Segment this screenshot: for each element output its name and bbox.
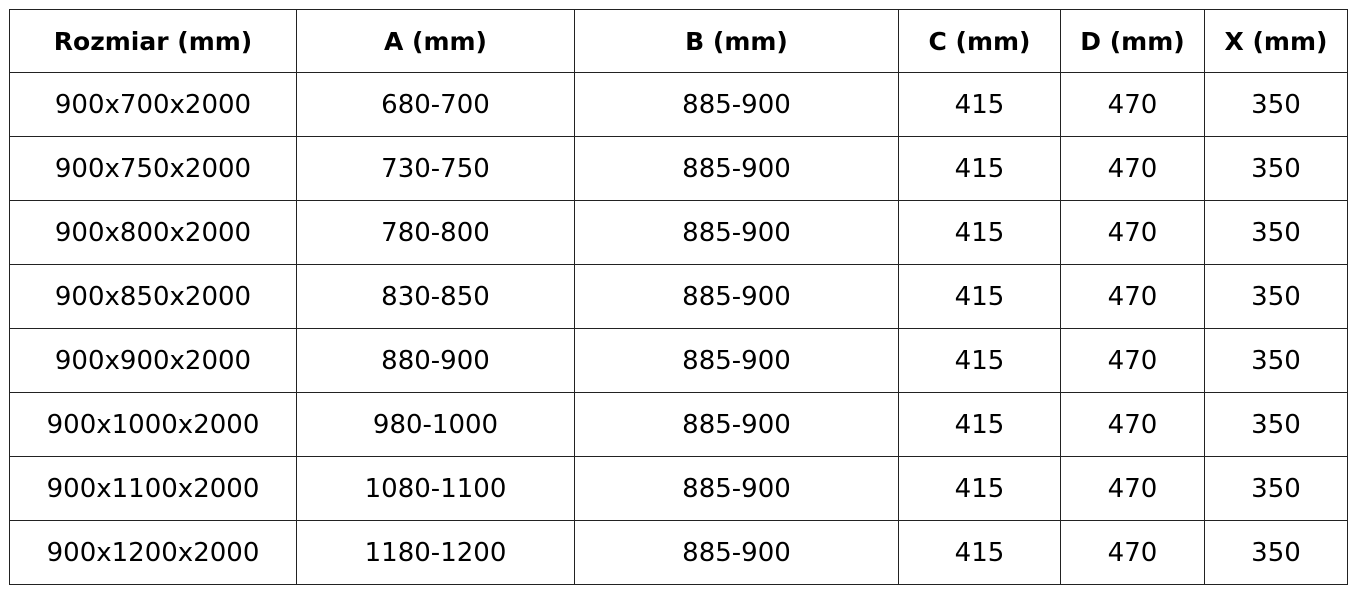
table-cell: 350 [1204, 200, 1348, 265]
table-row: 900x750x2000 730-750 885-900 415 470 350 [9, 136, 1348, 201]
table-cell: 900x700x2000 [9, 72, 297, 137]
table-cell: 350 [1204, 264, 1348, 329]
table-cell: 1080-1100 [296, 456, 575, 521]
table-cell: 350 [1204, 456, 1348, 521]
table-cell: 350 [1204, 520, 1348, 585]
table-cell: 470 [1060, 136, 1205, 201]
table-cell: 350 [1204, 72, 1348, 137]
table-cell: 415 [898, 520, 1061, 585]
table-cell: 415 [898, 392, 1061, 457]
table-cell: 415 [898, 200, 1061, 265]
table-cell: 900x900x2000 [9, 328, 297, 393]
table-cell: 415 [898, 264, 1061, 329]
table-cell: 885-900 [574, 264, 899, 329]
table-cell: 350 [1204, 328, 1348, 393]
table-cell: 470 [1060, 328, 1205, 393]
header-cell: A (mm) [296, 9, 575, 73]
header-row: Rozmiar (mm) A (mm) B (mm) C (mm) D (mm) X (m… [9, 9, 1348, 73]
table-cell: 900x850x2000 [9, 264, 297, 329]
header-cell: B (mm) [574, 9, 899, 73]
table-row: 900x900x2000 880-900 885-900 415 470 350 [9, 328, 1348, 393]
table-cell: 885-900 [574, 328, 899, 393]
table-cell: 1180-1200 [296, 520, 575, 585]
dimension-table: Rozmiar (mm) A (mm) B (mm) C (mm) D (mm) X (m… [9, 9, 1348, 585]
table-row: 900x1000x2000 980-1000 885-900 415 470 350 [9, 392, 1348, 457]
table-row: 900x1200x2000 1180-1200 885-900 415 470 350 [9, 520, 1348, 585]
table-cell: 730-750 [296, 136, 575, 201]
table-cell: 415 [898, 72, 1061, 137]
table-cell: 885-900 [574, 392, 899, 457]
table-cell: 470 [1060, 456, 1205, 521]
table-cell: 900x1200x2000 [9, 520, 297, 585]
header-cell: Rozmiar (mm) [9, 9, 297, 73]
table-cell: 470 [1060, 72, 1205, 137]
table-cell: 900x1100x2000 [9, 456, 297, 521]
table-cell: 900x1000x2000 [9, 392, 297, 457]
table-cell: 900x750x2000 [9, 136, 297, 201]
table-cell: 680-700 [296, 72, 575, 137]
table-row: 900x850x2000 830-850 885-900 415 470 350 [9, 264, 1348, 329]
table-cell: 830-850 [296, 264, 575, 329]
table-cell: 470 [1060, 392, 1205, 457]
table-row: 900x700x2000 680-700 885-900 415 470 350 [9, 72, 1348, 137]
table-cell: 885-900 [574, 200, 899, 265]
table-cell: 415 [898, 456, 1061, 521]
table-cell: 470 [1060, 264, 1205, 329]
table-cell: 900x800x2000 [9, 200, 297, 265]
table-cell: 880-900 [296, 328, 575, 393]
table-body: 900x700x2000 680-700 885-900 415 470 350 900x7… [9, 72, 1348, 585]
table-cell: 780-800 [296, 200, 575, 265]
table-cell: 885-900 [574, 520, 899, 585]
table-cell: 415 [898, 328, 1061, 393]
table-cell: 980-1000 [296, 392, 575, 457]
table-cell: 350 [1204, 136, 1348, 201]
table-cell: 415 [898, 136, 1061, 201]
table-cell: 885-900 [574, 456, 899, 521]
table-cell: 470 [1060, 520, 1205, 585]
header-cell: X (mm) [1204, 9, 1348, 73]
table-cell: 350 [1204, 392, 1348, 457]
table-row: 900x800x2000 780-800 885-900 415 470 350 [9, 200, 1348, 265]
header-cell: D (mm) [1060, 9, 1205, 73]
table-cell: 470 [1060, 200, 1205, 265]
header-cell: C (mm) [898, 9, 1061, 73]
table-row: 900x1100x2000 1080-1100 885-900 415 470 350 [9, 456, 1348, 521]
table-cell: 885-900 [574, 72, 899, 137]
table-cell: 885-900 [574, 136, 899, 201]
